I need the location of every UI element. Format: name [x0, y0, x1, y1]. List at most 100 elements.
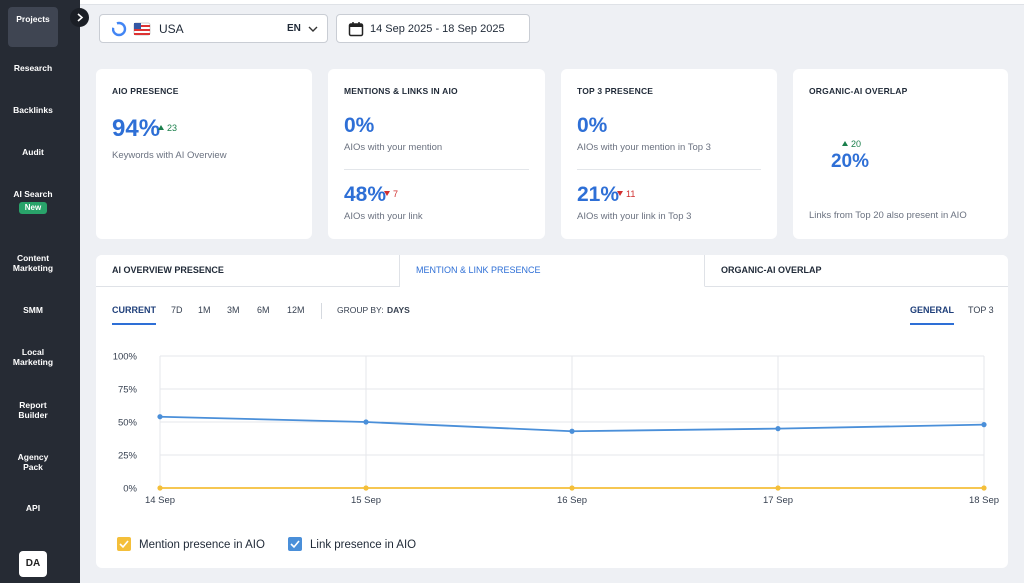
data-point: [569, 428, 575, 434]
view-option[interactable]: TOP 3: [968, 305, 994, 315]
x-tick-label: 18 Sep: [969, 495, 999, 506]
tab[interactable]: AI OVERVIEW PRESENCE: [96, 255, 400, 287]
metric-card: ORGANIC-AI OVERLAP 20 20% Links from Top 20…: [793, 69, 1008, 239]
nav-label: AI Search: [13, 189, 53, 199]
donut-label: 20%: [830, 151, 870, 172]
language: EN: [287, 23, 301, 34]
metric-value: 21%: [577, 183, 620, 206]
legend-item[interactable]: Link presence in AIO: [288, 537, 416, 551]
y-tick-label: 50%: [118, 418, 138, 429]
group-by-label: GROUP BY:: [337, 305, 384, 315]
chart-panel: [96, 255, 1008, 568]
change: 23: [158, 123, 177, 133]
nav-item[interactable]: Backlinks: [8, 98, 58, 115]
change-value: 7: [393, 189, 399, 199]
x-tick-label: 14 Sep: [145, 495, 175, 506]
x-tick-label: 17 Sep: [763, 495, 793, 506]
metric-value: 0%: [344, 114, 375, 137]
country-selector[interactable]: USA EN: [99, 14, 328, 43]
arrow-up: [158, 125, 164, 130]
sidebar: Projects Research Backlinks Audit AI Search N…: [0, 0, 80, 583]
data-point: [569, 485, 575, 491]
arrow-down: [384, 191, 390, 196]
period-option[interactable]: 3M: [227, 305, 240, 315]
nav-label: Report Builder: [18, 400, 48, 420]
metric-caption: AIOs with your mention: [344, 142, 443, 153]
nav-item[interactable]: Projects: [8, 7, 58, 47]
data-point: [363, 419, 369, 425]
period-option[interactable]: 6M: [257, 305, 270, 315]
nav-item[interactable]: AI Search New: [8, 182, 58, 214]
arrow-down: [617, 191, 623, 196]
calendar-icon: [348, 22, 364, 37]
nav-label: API: [25, 503, 41, 513]
nav-label: Content Marketing: [12, 253, 54, 273]
metric-caption: AIOs with your mention in Top 3: [577, 142, 711, 153]
divider: [344, 169, 529, 170]
new-badge: New: [18, 202, 48, 214]
change-value: 20: [851, 139, 862, 149]
legend-label: Mention presence in AIO: [139, 539, 265, 551]
tab-label: MENTION & LINK PRESENCE: [416, 265, 541, 275]
avatar[interactable]: DA: [19, 551, 47, 577]
group-by-select[interactable]: DAYS: [387, 305, 410, 315]
x-tick-label: 16 Sep: [557, 495, 587, 506]
change-value: 23: [167, 123, 178, 133]
nav-label: SMM: [23, 305, 43, 315]
change: 11: [617, 189, 635, 199]
tab-label: ORGANIC-AI OVERLAP: [721, 265, 822, 275]
metric-value: 94%: [112, 115, 161, 142]
data-point: [775, 485, 781, 491]
nav-label: Agency Pack: [17, 452, 49, 472]
nav-item[interactable]: API: [8, 496, 58, 513]
card-title: TOP 3 PRESENCE: [577, 86, 654, 96]
country-icons: [112, 21, 151, 37]
nav-item[interactable]: Agency Pack: [8, 445, 58, 472]
metric-card: MENTIONS & LINKS IN AIO 0% AIOs with your …: [328, 69, 545, 239]
collapse-button[interactable]: [70, 8, 89, 27]
data-point: [363, 485, 369, 491]
card-title: AIO PRESENCE: [112, 86, 179, 96]
data-point: [981, 485, 987, 491]
legend-item[interactable]: Mention presence in AIO: [117, 537, 265, 551]
period-option[interactable]: 7D: [171, 305, 183, 315]
tab[interactable]: MENTION & LINK PRESENCE: [400, 255, 705, 287]
top-strip: [80, 0, 1024, 5]
nav-item[interactable]: Research: [8, 56, 58, 73]
legend-check: [119, 540, 129, 549]
data-point: [157, 414, 163, 420]
legend-label: Link presence in AIO: [310, 539, 416, 551]
y-tick-label: 0%: [123, 484, 137, 495]
arrow-up: [842, 141, 848, 146]
legend-checkbox: [288, 537, 302, 551]
period-option[interactable]: CURRENT: [112, 305, 156, 325]
metric-value: 0%: [577, 114, 608, 137]
date-picker[interactable]: 14 Sep 2025 - 18 Sep 2025: [336, 14, 530, 43]
nav-item[interactable]: SMM: [8, 298, 58, 315]
view-option[interactable]: GENERAL: [910, 305, 955, 325]
divider: [577, 169, 761, 170]
nav-item[interactable]: Audit: [8, 140, 58, 157]
nav-label: Local Marketing: [12, 347, 54, 367]
data-point: [157, 485, 163, 491]
country: USA: [159, 22, 184, 36]
period-option[interactable]: 1M: [198, 305, 211, 315]
nav-item[interactable]: Local Marketing: [8, 340, 58, 367]
metric-caption: AIOs with your link: [344, 211, 423, 222]
separator: [321, 303, 322, 319]
nav-label: Projects: [16, 14, 50, 24]
card-title: MENTIONS & LINKS IN AIO: [344, 86, 458, 96]
metric-value: 48%: [344, 183, 387, 206]
nav-item[interactable]: Content Marketing: [8, 246, 58, 273]
chevron-icon: [77, 13, 84, 22]
card-caption: Links from Top 20 also present in AIO: [809, 210, 967, 221]
group-by-value: DAYS: [387, 305, 410, 315]
card-caption: Keywords with AI Overview: [112, 150, 227, 161]
period-option[interactable]: 12M: [287, 305, 305, 315]
metric-caption: AIOs with your link in Top 3: [577, 211, 692, 222]
nav-label: Backlinks: [13, 105, 53, 115]
tab[interactable]: ORGANIC-AI OVERLAP: [705, 255, 1008, 287]
legend-checkbox: [117, 537, 131, 551]
nav-item[interactable]: Report Builder: [8, 393, 58, 420]
